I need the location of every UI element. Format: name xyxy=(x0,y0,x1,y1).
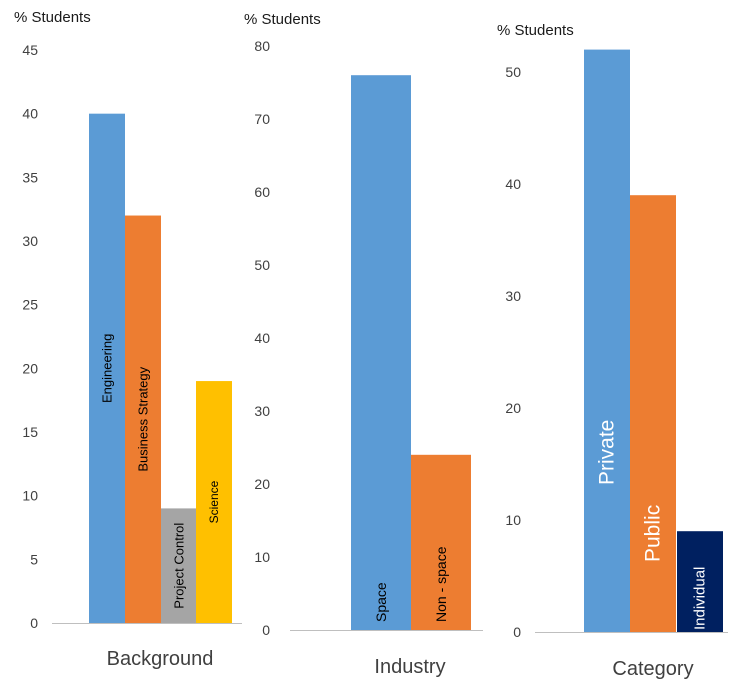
chart2-y-tick-50: 50 xyxy=(254,257,270,273)
chart3-y-tick-30: 30 xyxy=(505,288,521,304)
chart3-bar-label-private: Private xyxy=(596,420,619,485)
chart3-y-tick-0: 0 xyxy=(513,624,521,640)
chart3-bar-label-public: Public xyxy=(642,505,665,562)
chart2-y-tick-60: 60 xyxy=(254,184,270,200)
chart1-bar-project-control xyxy=(161,508,197,623)
chart2-bar-space xyxy=(351,75,411,630)
chart3-y-tick-10: 10 xyxy=(505,512,521,528)
chart2-y-tick-10: 10 xyxy=(254,549,270,565)
chart2-bar-label-non-space: Non - space xyxy=(433,546,449,622)
chart1-bar-engineering xyxy=(89,113,125,624)
chart1-y-tick-0: 0 xyxy=(30,615,38,631)
chart3-x-axis-title: Category xyxy=(612,658,693,680)
chart1-y-tick-45: 45 xyxy=(22,42,38,58)
chart1-y-tick-20: 20 xyxy=(22,360,38,376)
chart1-y-tick-15: 15 xyxy=(22,424,38,440)
chart1-bar-business-strategy xyxy=(125,215,161,624)
chart1-y-tick-40: 40 xyxy=(22,106,38,122)
chart2-x-axis-title: Industry xyxy=(374,656,445,678)
chart1-y-tick-35: 35 xyxy=(22,169,38,185)
chart2-bar-label-space: Space xyxy=(373,582,389,622)
chart2-y-tick-30: 30 xyxy=(254,403,270,419)
chart3-bar-public xyxy=(630,195,676,632)
chart2-y-tick-70: 70 xyxy=(254,111,270,127)
chart2-y-axis-title: % Students xyxy=(244,11,321,28)
chart1-bar-label-business-strategy: Business Strategy xyxy=(136,366,151,471)
chart1-y-tick-5: 5 xyxy=(30,551,38,567)
chart1-bar-science xyxy=(196,381,232,623)
chart3-y-tick-50: 50 xyxy=(505,64,521,80)
chart2-y-tick-40: 40 xyxy=(254,330,270,346)
chart3-bar-individual xyxy=(677,531,723,632)
chart1-bar-label-science: Science xyxy=(207,480,221,523)
chart1-x-axis-title: Background xyxy=(107,648,214,670)
chart3-y-tick-40: 40 xyxy=(505,176,521,192)
chart2-y-tick-20: 20 xyxy=(254,476,270,492)
chart1-bar-label-project-control: Project Control xyxy=(172,523,187,609)
chart2-bar-non-space xyxy=(411,454,471,630)
chart2-y-tick-0: 0 xyxy=(262,622,270,638)
chart1-y-tick-10: 10 xyxy=(22,488,38,504)
chart3-y-axis-title: % Students xyxy=(497,22,574,39)
chart3-bar-private xyxy=(584,49,630,633)
chart3-bar-label-individual: Individual xyxy=(692,567,709,630)
chart1-y-tick-30: 30 xyxy=(22,233,38,249)
chart1-y-tick-25: 25 xyxy=(22,297,38,313)
chart1-bar-label-engineering: Engineering xyxy=(100,334,115,403)
chart2-y-tick-80: 80 xyxy=(254,38,270,54)
chart1-y-axis-title: % Students xyxy=(14,9,91,26)
chart3-y-tick-20: 20 xyxy=(505,400,521,416)
